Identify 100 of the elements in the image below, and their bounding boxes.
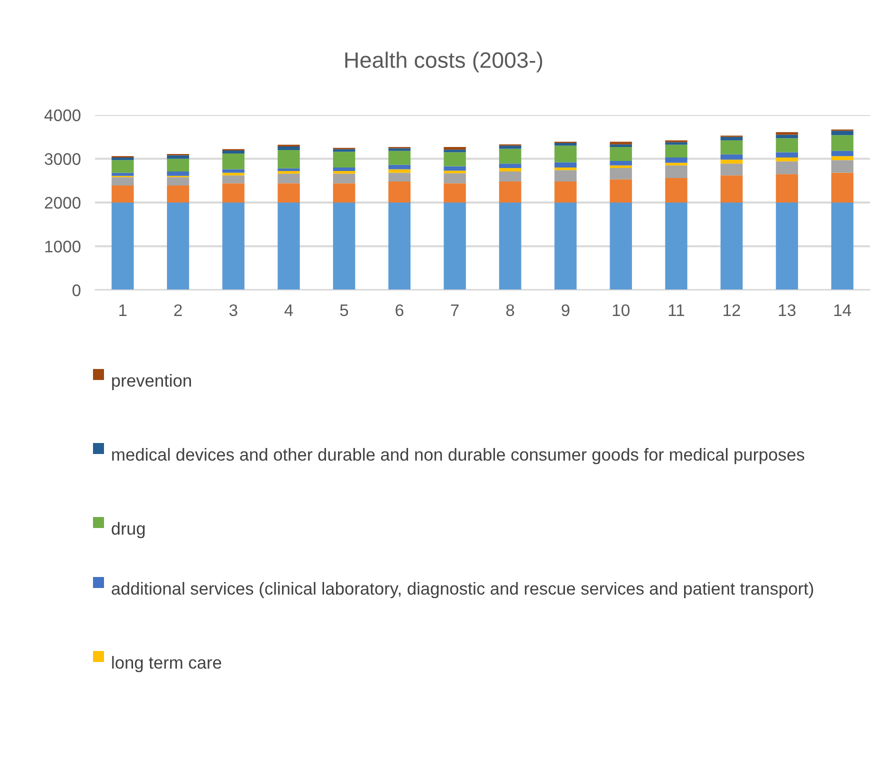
bar — [388, 150, 411, 165]
x-tick-label: 3 — [229, 304, 238, 316]
bar — [112, 177, 134, 186]
bar — [388, 164, 411, 170]
bar — [388, 182, 411, 202]
bar — [831, 135, 854, 151]
bar — [610, 146, 632, 161]
bar — [499, 164, 522, 168]
bar — [776, 157, 798, 162]
bar — [610, 168, 632, 180]
bar — [222, 172, 244, 176]
bar — [444, 150, 466, 152]
bar — [333, 174, 356, 184]
bar — [776, 202, 798, 290]
y-tick-label: 3000 — [44, 153, 80, 165]
bar — [554, 182, 577, 202]
bar — [444, 170, 466, 174]
bar — [444, 202, 466, 290]
bar — [776, 138, 798, 152]
bar — [112, 185, 134, 202]
bar — [278, 183, 300, 202]
bar — [831, 150, 854, 156]
bar — [222, 150, 244, 154]
y-tick-label: 4000 — [44, 109, 80, 122]
x-tick-label: 5 — [340, 304, 348, 316]
bar — [554, 170, 577, 182]
x-tick-label: 14 — [834, 304, 852, 316]
bar — [499, 182, 522, 202]
bar — [444, 146, 466, 150]
bar — [665, 165, 688, 178]
bar — [278, 168, 300, 171]
legend-label: long term care — [112, 656, 222, 672]
bar — [222, 202, 244, 290]
bar — [444, 152, 466, 166]
bar — [278, 150, 300, 168]
legend-label: medical devices and other durable and non durable consumer goods for medical purposes — [112, 448, 804, 464]
bar — [499, 171, 522, 182]
bar — [776, 134, 798, 138]
bar — [278, 174, 300, 184]
bar — [112, 172, 134, 176]
y-tick-label: 0 — [72, 284, 80, 296]
legend-label: additional services (clinical laboratory, diagnostic and rescue services and patient transport) — [112, 582, 814, 598]
bar — [444, 173, 466, 184]
bar — [112, 160, 134, 173]
bar — [554, 143, 577, 146]
bar — [665, 202, 688, 290]
x-tick-label: 4 — [284, 304, 293, 316]
bar — [610, 165, 632, 168]
bar — [554, 202, 577, 290]
legend-label: drug — [112, 522, 145, 538]
bar — [166, 185, 190, 202]
bar — [499, 202, 522, 290]
bar — [665, 178, 688, 202]
bar — [444, 183, 466, 202]
bar — [388, 148, 411, 151]
x-tick-label: 2 — [174, 304, 182, 316]
y-tick-label: 1000 — [45, 240, 80, 252]
bar — [720, 175, 743, 202]
bar — [222, 175, 244, 184]
bar — [720, 154, 743, 160]
bar — [720, 164, 743, 176]
bar — [333, 202, 356, 290]
bar — [166, 155, 190, 159]
bar — [333, 183, 356, 202]
bar — [554, 168, 577, 170]
bar — [831, 202, 854, 290]
bar — [831, 130, 854, 136]
bar — [222, 154, 244, 170]
bar — [388, 172, 411, 182]
bar — [166, 177, 190, 186]
bar — [444, 166, 466, 171]
x-tick-label: 6 — [396, 304, 404, 316]
bar — [222, 183, 244, 202]
bar — [278, 171, 300, 174]
x-tick-label: 9 — [562, 304, 570, 316]
bar — [831, 160, 854, 173]
bar — [720, 140, 743, 154]
bar — [665, 162, 688, 166]
bar — [333, 152, 356, 168]
bar — [388, 202, 411, 290]
x-tick-label: 12 — [724, 304, 740, 316]
bar — [776, 161, 798, 174]
bar — [222, 169, 244, 173]
chart-title: Health costs (2003-) — [345, 52, 542, 72]
bar — [333, 149, 356, 152]
x-tick-label: 1 — [119, 304, 126, 316]
bar — [831, 156, 854, 160]
bar — [166, 158, 190, 172]
bar — [665, 142, 688, 145]
bar — [776, 174, 798, 202]
bar — [554, 162, 577, 168]
bar — [333, 171, 356, 174]
bar — [166, 171, 190, 176]
bar — [112, 157, 134, 160]
bar — [278, 146, 300, 150]
bar — [610, 202, 632, 290]
bar — [554, 146, 577, 162]
bar — [720, 160, 743, 164]
bar — [831, 172, 854, 202]
bar — [610, 179, 632, 202]
